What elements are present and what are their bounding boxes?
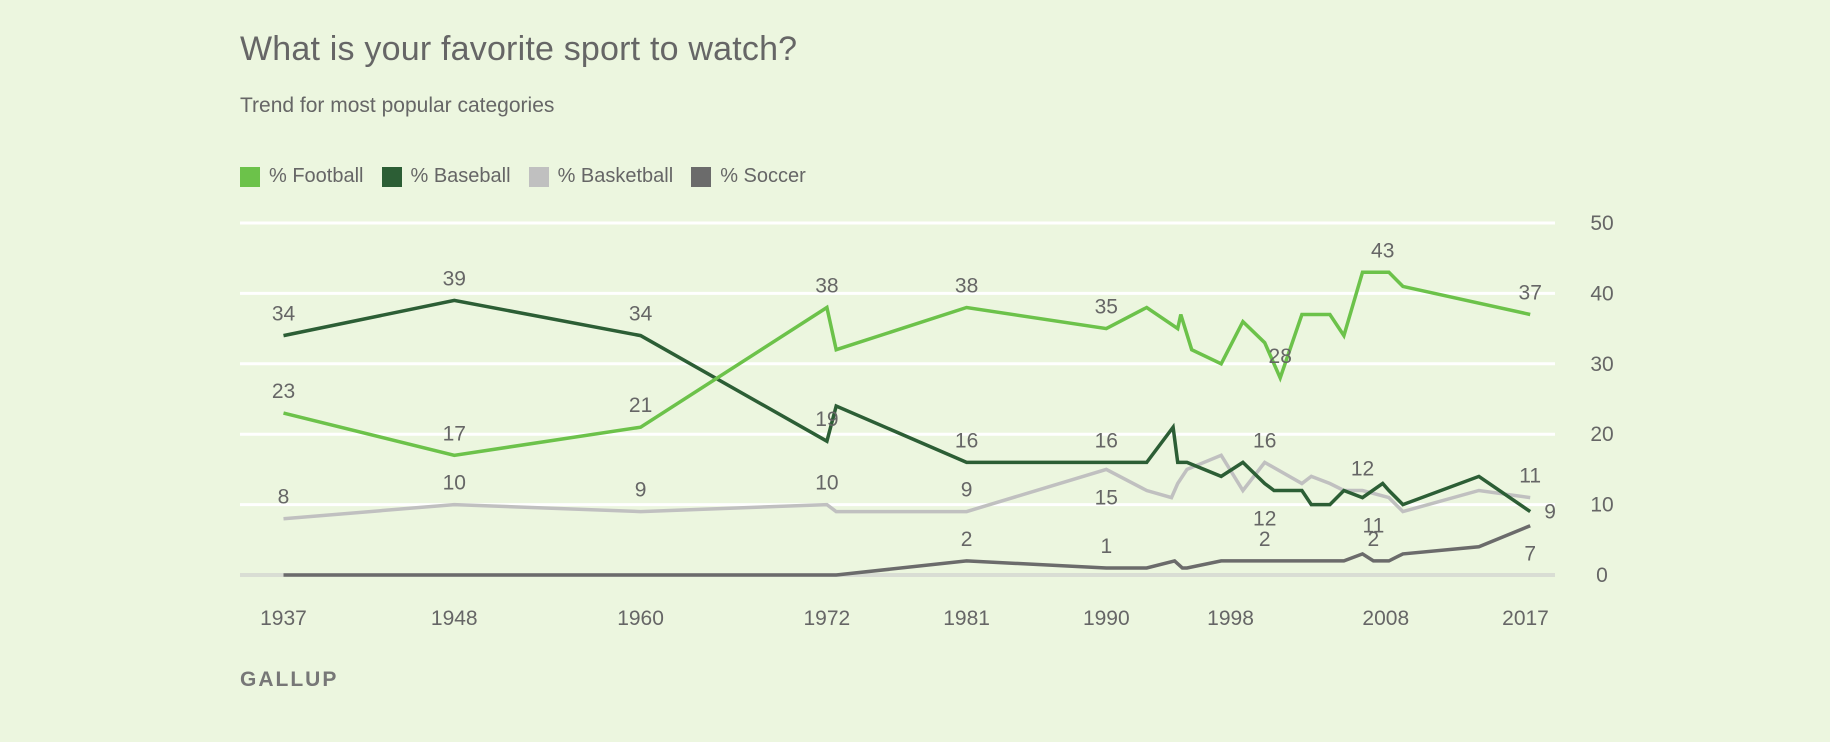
- x-tick-label: 1960: [617, 607, 664, 630]
- data-label-baseball: 12: [1253, 508, 1276, 531]
- legend-swatch-basketball: [528, 166, 549, 187]
- x-tick-label: 1948: [431, 607, 478, 630]
- data-label-soccer: 7: [1524, 543, 1536, 566]
- legend-label-baseball: % Baseball: [410, 165, 511, 187]
- series-line-baseball: [283, 298, 1532, 514]
- legend-label-basketball: % Basketball: [557, 165, 674, 187]
- legend-item-soccer[interactable]: % Soccer: [691, 165, 806, 188]
- data-label-football: 43: [1371, 239, 1394, 262]
- data-label-soccer: 1: [1100, 535, 1112, 558]
- data-label-soccer: 2: [1259, 528, 1271, 551]
- data-label-football: 35: [1095, 296, 1118, 319]
- source-label: GALLUP: [240, 668, 339, 691]
- data-label-baseball: 16: [955, 429, 978, 452]
- data-label-baseball: 34: [629, 303, 653, 326]
- x-tick-label: 2008: [1362, 607, 1409, 630]
- data-label-football: 38: [955, 275, 978, 298]
- data-label-football: 23: [272, 380, 295, 403]
- data-label-basketball: 12: [1351, 458, 1374, 481]
- y-tick-label: 10: [1590, 494, 1613, 517]
- series-line-soccer: [283, 524, 1531, 577]
- chart-title: What is your favorite sport to watch?: [240, 30, 798, 68]
- x-tick-label: 1972: [804, 607, 851, 630]
- x-tick-label: 1990: [1083, 607, 1130, 630]
- data-label-basketball: 8: [278, 486, 290, 509]
- data-label-basketball: 16: [1253, 429, 1276, 452]
- x-tick-label: 1998: [1207, 607, 1254, 630]
- data-label-football: 17: [443, 422, 466, 445]
- legend-item-baseball[interactable]: % Baseball: [381, 165, 511, 188]
- data-label-football: 38: [815, 275, 838, 298]
- chart-subtitle: Trend for most popular categories: [240, 94, 555, 117]
- legend: % Football % Baseball % Basketball % Soc…: [240, 165, 824, 188]
- data-label-baseball: 34: [272, 303, 296, 326]
- data-label-soccer: 2: [961, 528, 973, 551]
- legend-swatch-baseball: [381, 166, 402, 187]
- data-label-football: 28: [1269, 345, 1292, 368]
- y-tick-label: 0: [1596, 564, 1608, 587]
- x-tick-label: 2017: [1502, 607, 1549, 630]
- data-label-baseball: 11: [1362, 515, 1384, 538]
- data-label-football: 37: [1519, 282, 1542, 305]
- data-label-baseball: 39: [443, 267, 466, 290]
- data-label-baseball: 19: [815, 408, 838, 431]
- x-tick-label: 1981: [943, 607, 990, 630]
- series-line-football: [283, 270, 1531, 458]
- legend-label-football: % Football: [269, 165, 364, 187]
- y-tick-label: 20: [1590, 423, 1613, 446]
- series-line-basketball: [283, 453, 1531, 521]
- data-label-basketball: 10: [815, 472, 838, 495]
- y-tick-label: 50: [1590, 212, 1613, 235]
- y-tick-label: 30: [1590, 353, 1613, 376]
- legend-label-soccer: % Soccer: [720, 165, 806, 187]
- data-label-football: 21: [629, 394, 652, 417]
- data-label-basketball: 15: [1095, 486, 1118, 509]
- legend-item-basketball[interactable]: % Basketball: [528, 165, 674, 188]
- data-label-basketball: 10: [443, 472, 466, 495]
- data-label-basketball: 9: [635, 479, 647, 502]
- legend-item-football[interactable]: % Football: [240, 165, 364, 188]
- y-tick-label: 40: [1590, 282, 1613, 305]
- legend-swatch-soccer: [691, 166, 712, 187]
- data-label-basketball: 11: [1519, 465, 1541, 488]
- x-tick-label: 1937: [260, 607, 307, 630]
- legend-swatch-football: [240, 166, 260, 187]
- data-label-baseball: 16: [1095, 429, 1118, 452]
- data-label-basketball: 9: [961, 479, 973, 502]
- data-label-soccer: 2: [1368, 528, 1380, 551]
- data-label-baseball: 9: [1544, 501, 1556, 524]
